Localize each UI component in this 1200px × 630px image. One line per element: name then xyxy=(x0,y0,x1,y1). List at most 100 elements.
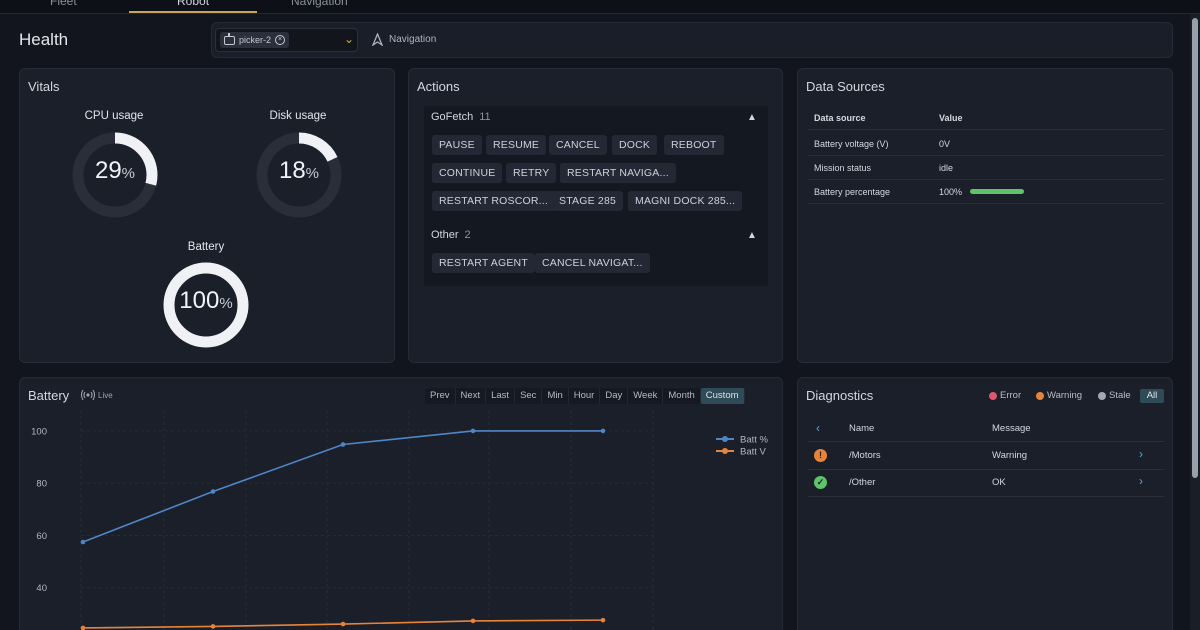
error-dot-icon xyxy=(989,391,997,400)
action-reboot-button[interactable]: REBOOT xyxy=(664,135,724,155)
action-restart-navigation-button[interactable]: RESTART NAVIGA... xyxy=(560,163,676,183)
data-point xyxy=(210,489,216,494)
range-day-button[interactable]: Day xyxy=(600,388,629,404)
legend-error[interactable]: Error xyxy=(989,390,1021,401)
col-value: Value xyxy=(939,113,963,123)
diagnostics-title: Diagnostics xyxy=(806,388,874,403)
disk-gauge xyxy=(256,132,342,218)
page-title: Health xyxy=(19,30,69,49)
diagnostic-name: /Other xyxy=(849,477,876,488)
range-hour-button[interactable]: Hour xyxy=(569,388,601,404)
data-source-value: 100% xyxy=(939,187,963,197)
action-stage-285-button[interactable]: STAGE 285 xyxy=(552,191,624,211)
action-resume-button[interactable]: RESUME xyxy=(486,135,547,155)
data-point xyxy=(80,539,86,545)
chevron-right-icon[interactable]: › xyxy=(1139,474,1143,488)
robot-icon xyxy=(224,32,235,45)
data-point xyxy=(600,617,606,623)
robot-chip[interactable]: picker-2 × xyxy=(220,32,290,48)
col-data-source: Data source xyxy=(814,113,866,123)
top-tab-bar: Fleet Robot Navigation xyxy=(0,0,1200,14)
check-icon: ✓ xyxy=(814,476,827,489)
tab-navigation[interactable]: Navigation xyxy=(291,0,348,8)
chevron-down-icon[interactable]: ⌄ xyxy=(344,32,355,46)
range-week-button[interactable]: Week xyxy=(628,388,664,404)
data-point xyxy=(340,442,346,447)
battery-percentage-bar xyxy=(970,189,1024,194)
battery-gauge-label: Battery xyxy=(187,241,225,253)
warning-dot-icon xyxy=(1036,391,1044,400)
live-label: Live xyxy=(98,390,113,400)
table-row: Battery voltage (V) 0V xyxy=(808,132,1164,156)
action-cancel-button[interactable]: CANCEL xyxy=(549,135,607,155)
y-tick-label: 60 xyxy=(36,531,47,542)
battery-gauge xyxy=(163,262,249,348)
disk-gauge-label: Disk usage xyxy=(269,110,327,122)
collapse-other-icon[interactable]: ▲ xyxy=(747,230,757,241)
table-row[interactable]: ✓ /Other OK › xyxy=(808,470,1164,497)
data-point xyxy=(600,428,606,434)
action-dock-button[interactable]: DOCK xyxy=(612,135,658,155)
range-prev-button[interactable]: Prev xyxy=(425,388,456,404)
navigation-arrow-icon xyxy=(372,33,383,46)
diagnostic-message: Warning xyxy=(992,450,1028,461)
data-source-name: Battery voltage (V) xyxy=(814,139,889,149)
actions-title: Actions xyxy=(417,79,460,94)
scrollbar-thumb[interactable] xyxy=(1192,18,1198,478)
time-range-selector: Prev Next Last Sec Min Hour Day Week Mon… xyxy=(425,388,745,404)
legend-label: Batt V xyxy=(740,447,767,458)
y-tick-label: 40 xyxy=(36,583,47,594)
cpu-gauge-value: 29% xyxy=(94,157,136,184)
data-sources-title: Data Sources xyxy=(806,79,885,94)
data-source-name: Mission status xyxy=(814,163,872,173)
chip-remove-icon[interactable]: × xyxy=(275,35,286,45)
data-point xyxy=(340,621,346,627)
navigation-link[interactable]: Navigation xyxy=(372,33,436,46)
col-message: Message xyxy=(992,423,1031,434)
table-row[interactable]: ! /Motors Warning › xyxy=(808,442,1164,470)
action-retry-button[interactable]: RETRY xyxy=(506,163,557,183)
data-sources-header: Data source Value xyxy=(808,106,1164,130)
range-next-button[interactable]: Next xyxy=(456,388,487,404)
robot-select[interactable]: picker-2 × ⌄ xyxy=(215,28,358,52)
data-point xyxy=(210,624,216,629)
battery-chart-title: Battery xyxy=(28,388,70,403)
legend-stale[interactable]: Stale xyxy=(1098,390,1131,401)
diagnostic-message: OK xyxy=(992,477,1006,488)
header-toolbar xyxy=(211,22,1173,58)
cpu-gauge xyxy=(72,132,158,218)
action-cancel-navigation-button[interactable]: CANCEL NAVIGAT... xyxy=(535,253,650,273)
legend-warning[interactable]: Warning xyxy=(1036,390,1082,401)
warning-icon: ! xyxy=(814,449,827,462)
tab-robot[interactable]: Robot xyxy=(177,0,210,8)
group-header-other[interactable]: Other 2 xyxy=(431,229,471,241)
y-tick-label: 100 xyxy=(31,426,47,437)
action-continue-button[interactable]: CONTINUE xyxy=(432,163,503,183)
data-sources-card xyxy=(797,68,1173,363)
live-signal-icon xyxy=(80,389,96,401)
range-sec-button[interactable]: Sec xyxy=(515,388,543,404)
action-pause-button[interactable]: PAUSE xyxy=(432,135,482,155)
table-row: Battery percentage 100% xyxy=(808,180,1164,204)
diagnostics-card xyxy=(797,377,1173,630)
action-restart-agent-button[interactable]: RESTART AGENT xyxy=(432,253,535,273)
filter-all-button[interactable]: All xyxy=(1140,389,1164,403)
page-scrollbar[interactable] xyxy=(1190,14,1200,630)
vitals-card xyxy=(19,68,395,363)
range-min-button[interactable]: Min xyxy=(542,388,569,404)
action-magni-dock-button[interactable]: MAGNI DOCK 285... xyxy=(628,191,743,211)
battery-line-chart: 10080604020Batt %Batt V xyxy=(31,410,769,630)
chevron-right-icon[interactable]: › xyxy=(1139,447,1143,461)
range-last-button[interactable]: Last xyxy=(486,388,516,404)
range-custom-button[interactable]: Custom xyxy=(700,388,745,404)
data-point xyxy=(470,428,476,434)
group-header-gofetch[interactable]: GoFetch 11 xyxy=(431,111,491,123)
battery-percentage-bar-fill xyxy=(970,189,1024,194)
tab-fleet[interactable]: Fleet xyxy=(50,0,77,8)
live-badge[interactable]: Live xyxy=(80,389,113,401)
range-month-button[interactable]: Month xyxy=(663,388,701,404)
chevron-left-icon[interactable]: ‹ xyxy=(816,421,820,435)
action-restart-roscore-button[interactable]: RESTART ROSCOR... xyxy=(432,191,555,211)
series-line xyxy=(82,430,603,543)
collapse-gofetch-icon[interactable]: ▲ xyxy=(747,112,757,123)
